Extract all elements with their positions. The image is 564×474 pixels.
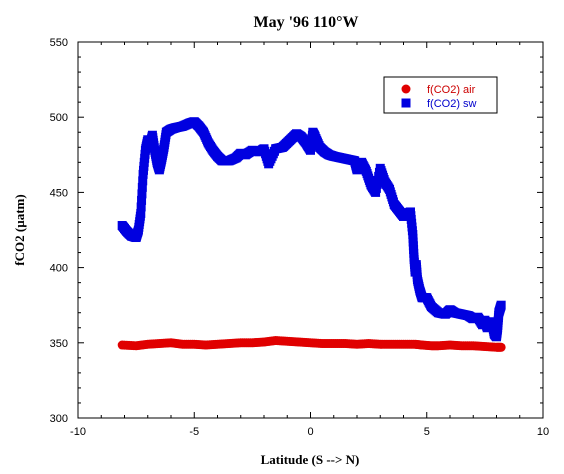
legend-sw-marker	[401, 98, 411, 108]
x-tick-label: 10	[537, 426, 549, 438]
y-tick-label: 550	[50, 37, 68, 49]
data-point-interp	[136, 202, 146, 212]
x-tick-label: -10	[70, 426, 86, 438]
x-tick-label: -5	[189, 426, 199, 438]
data-point-interp	[137, 195, 147, 205]
legend: f(CO2) air f(CO2) sw	[383, 76, 498, 114]
data-point	[496, 300, 506, 310]
data-series	[117, 117, 506, 352]
data-point-interp	[137, 189, 147, 199]
data-point	[136, 208, 146, 218]
y-axis-label: fCO2 (µatm)	[12, 194, 27, 265]
data-point-interp	[138, 176, 148, 186]
y-tick-label: 350	[50, 338, 68, 350]
legend-air-marker	[401, 84, 411, 94]
data-point-interp	[137, 182, 147, 192]
x-axis-label: Latitude (S --> N)	[261, 452, 360, 467]
chart-title: May '96 110°W	[253, 14, 358, 31]
series-sw	[117, 117, 506, 342]
legend-sw-label: f(CO2) sw	[427, 98, 477, 110]
x-tick-label: 5	[424, 426, 430, 438]
x-tick-label: 0	[307, 426, 313, 438]
series-air	[117, 336, 506, 352]
y-tick-label: 400	[50, 263, 68, 275]
y-tick-label: 450	[50, 187, 68, 199]
legend-air-label: f(CO2) air	[427, 84, 476, 96]
axis-ticks: -10 -5 0 5 10 300 350 400 450 500 550	[50, 37, 549, 438]
y-tick-label: 300	[50, 413, 68, 425]
y-tick-label: 500	[50, 112, 68, 124]
data-point	[496, 342, 506, 352]
